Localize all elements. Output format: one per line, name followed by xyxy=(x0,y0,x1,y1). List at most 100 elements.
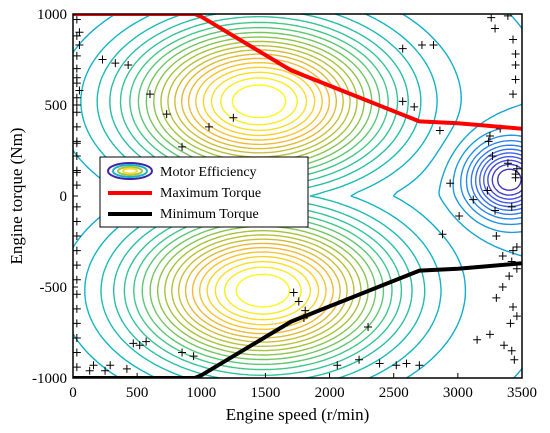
x-tick-label: 2000 xyxy=(315,385,345,401)
scatter-point xyxy=(162,110,171,119)
legend: Motor Efficiency Maximum Torque Minimum … xyxy=(99,156,309,228)
scatter-point xyxy=(73,333,81,342)
scatter-point xyxy=(73,108,81,117)
scatter-point xyxy=(111,59,120,68)
scatter-point xyxy=(415,361,424,370)
scatter-point xyxy=(355,355,364,364)
scatter-point xyxy=(506,319,515,328)
x-tick-label: 2500 xyxy=(379,385,409,401)
scatter-point xyxy=(204,122,213,131)
scatter-point xyxy=(73,202,81,211)
legend-item-minimum-torque: Minimum Torque xyxy=(160,207,259,222)
scatter-point xyxy=(512,242,521,251)
scatter-point xyxy=(500,341,509,350)
scatter-point xyxy=(75,40,84,49)
scatter-point xyxy=(512,312,521,321)
scatter-point xyxy=(73,64,81,73)
y-tick-label: -500 xyxy=(40,280,68,296)
scatter-point xyxy=(488,151,497,160)
legend-contour-ring xyxy=(122,167,138,175)
scatter-point xyxy=(364,323,373,332)
scatter-point xyxy=(491,24,500,33)
contour-level-10 xyxy=(452,126,522,234)
contour-level-24 xyxy=(181,53,341,339)
contour-level-28 xyxy=(210,71,311,321)
scatter-point xyxy=(73,166,81,175)
scatter-point xyxy=(333,361,342,370)
x-tick-label: 3000 xyxy=(443,385,473,401)
scatter-point xyxy=(73,246,81,255)
scatter-point xyxy=(142,337,151,346)
scatter-point xyxy=(229,113,238,122)
scatter-point xyxy=(73,79,81,88)
y-axis-label: Engine torque (Nm) xyxy=(7,128,26,265)
scatter-point xyxy=(410,102,419,111)
scatter-point xyxy=(73,15,81,24)
scatter-point xyxy=(469,195,478,204)
scatter-point xyxy=(98,55,107,64)
scatter-point xyxy=(492,232,501,241)
contour-level-5 xyxy=(479,152,522,208)
x-tick-label: 1000 xyxy=(186,385,216,401)
legend-contour-ring xyxy=(117,166,143,176)
y-tick-label: 1000 xyxy=(37,7,67,23)
contour-level-30 xyxy=(231,84,291,308)
scatter-point xyxy=(178,142,187,151)
x-axis-label: Engine speed (r/min) xyxy=(226,405,370,424)
contour-level-7 xyxy=(470,144,522,216)
scatter-point xyxy=(398,44,407,53)
scatter-point xyxy=(129,339,138,348)
scatter-point xyxy=(89,361,98,370)
legend-contour-ring xyxy=(112,164,148,178)
scatter-point xyxy=(73,290,81,299)
scatter-point xyxy=(73,348,81,357)
scatter-point xyxy=(73,31,81,40)
scatter-point xyxy=(294,297,303,306)
scatter-point xyxy=(73,217,81,226)
scatter-point xyxy=(73,122,81,131)
contour-level-6 xyxy=(474,148,522,211)
scatter-markers xyxy=(73,14,521,375)
scatter-point xyxy=(73,363,81,372)
y-tick-label: 500 xyxy=(45,98,68,114)
minimum-torque-line xyxy=(73,261,522,378)
scatter-point xyxy=(289,288,298,297)
scatter-point xyxy=(498,283,507,291)
y-tick-label: 0 xyxy=(60,189,68,205)
scatter-point xyxy=(178,348,187,357)
legend-item-maximum-torque: Maximum Torque xyxy=(160,186,261,201)
contour-level-1 xyxy=(496,168,522,191)
x-tick-label: 3500 xyxy=(507,385,537,401)
scatter-point xyxy=(73,304,81,313)
scatter-point xyxy=(498,252,507,261)
y-tick-label: -1000 xyxy=(32,371,67,387)
scatter-point xyxy=(392,361,401,370)
scatter-point xyxy=(73,51,81,60)
torque-lines xyxy=(73,14,522,378)
scatter-point xyxy=(101,366,110,375)
scatter-point xyxy=(435,126,444,135)
x-axis-ticks: 0 500 1000 1500 2000 2500 3000 3500 xyxy=(69,373,537,401)
scatter-point xyxy=(73,319,81,328)
scatter-point xyxy=(512,264,521,273)
legend-item-motor-efficiency: Motor Efficiency xyxy=(160,165,257,180)
contour-level-2 xyxy=(491,163,522,196)
x-tick-label: 1500 xyxy=(250,385,280,401)
scatter-point xyxy=(73,137,81,146)
scatter-point xyxy=(507,202,516,211)
scatter-point xyxy=(189,352,198,361)
scatter-point xyxy=(511,75,520,84)
scatter-point xyxy=(73,261,81,270)
legend-contour-icon xyxy=(107,162,153,180)
scatter-point xyxy=(301,306,310,315)
scatter-point xyxy=(512,164,521,173)
scatter-point xyxy=(398,97,407,106)
scatter-point xyxy=(402,359,411,368)
scatter-point xyxy=(503,14,512,20)
scatter-point xyxy=(492,293,501,302)
scatter-point xyxy=(446,179,455,188)
legend-contour-ring xyxy=(107,162,153,180)
scatter-point xyxy=(73,275,81,284)
scatter-point xyxy=(85,366,94,375)
